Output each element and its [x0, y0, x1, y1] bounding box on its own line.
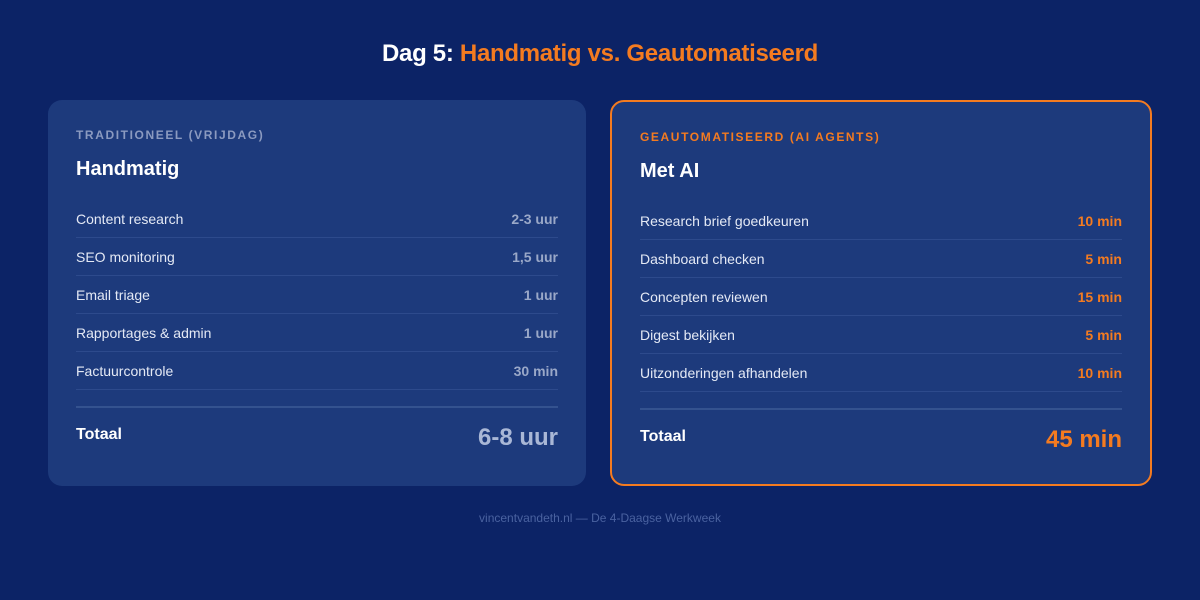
title-prefix: Dag 5: [381, 40, 454, 67]
total-label: Totaal [640, 428, 686, 445]
task-name: SEO monitoring [76, 248, 175, 265]
footer: vincentvandeth.nl — De 4-Daagse Werkweek [479, 511, 721, 525]
task-row: Content research 2-3 uur [76, 200, 558, 238]
title: Dag 5: Handmatig vs. Geautomatiseerd [0, 40, 1200, 68]
task-time: 30 min [513, 362, 558, 379]
task-row: Digest bekijken 5 min [640, 316, 1122, 354]
task-name: Email triage [76, 286, 150, 303]
task-time: 2-3 uur [511, 210, 558, 227]
task-name: Rapportages & admin [76, 324, 212, 341]
task-name: Dashboard checken [640, 250, 765, 267]
task-row: Factuurcontrole 30 min [76, 352, 558, 390]
total-row: Totaal 45 min [640, 408, 1122, 454]
panel: GEAUTOMATISEERD (AI AGENTS) Met AI Researc… [610, 100, 1152, 486]
task-name: Research brief goedkeuren [640, 212, 809, 229]
task-name: Uitzonderingen afhandelen [640, 364, 808, 381]
total-row: Totaal 6-8 uur [76, 406, 558, 452]
total-label: Totaal [76, 426, 122, 443]
task-time: 1,5 uur [512, 248, 558, 265]
task-row: Dashboard checken 5 min [640, 240, 1122, 278]
panel-heading: Handmatig [76, 158, 180, 180]
task-name: Concepten reviewen [640, 288, 768, 305]
panel: TRADITIONEEL (VRIJDAG) Handmatig Content r… [48, 100, 586, 486]
task-row: Email triage 1 uur [76, 276, 558, 314]
task-time: 15 min [1077, 288, 1122, 305]
task-time: 1 uur [523, 286, 558, 303]
task-time: 1 uur [523, 324, 558, 341]
task-name: Factuurcontrole [76, 362, 174, 379]
task-list: Research brief goedkeuren 10 min Dashboard… [640, 202, 1122, 392]
total-value: 45 min [1045, 426, 1122, 453]
task-name: Digest bekijken [640, 326, 735, 343]
task-row: SEO monitoring 1,5 uur [76, 238, 558, 276]
task-row: Rapportages & admin 1 uur [76, 314, 558, 352]
title-highlight: Handmatig vs. Geautomatiseerd [459, 40, 818, 67]
task-time: 10 min [1077, 212, 1122, 229]
task-name: Content research [76, 210, 184, 227]
task-time: 5 min [1085, 326, 1122, 343]
task-row: Research brief goedkeuren 10 min [640, 202, 1122, 240]
task-row: Concepten reviewen 15 min [640, 278, 1122, 316]
task-time: 5 min [1085, 250, 1122, 267]
task-list: Content research 2-3 uur SEO monitoring 1,5… [76, 200, 558, 390]
panel-heading: Met AI [640, 160, 700, 182]
panel-label: GEAUTOMATISEERD (AI AGENTS) [640, 130, 881, 144]
task-row: Uitzonderingen afhandelen 10 min [640, 354, 1122, 392]
task-time: 10 min [1077, 364, 1122, 381]
total-value: 6-8 uur [477, 424, 558, 451]
panel-label: TRADITIONEEL (VRIJDAG) [76, 128, 265, 142]
